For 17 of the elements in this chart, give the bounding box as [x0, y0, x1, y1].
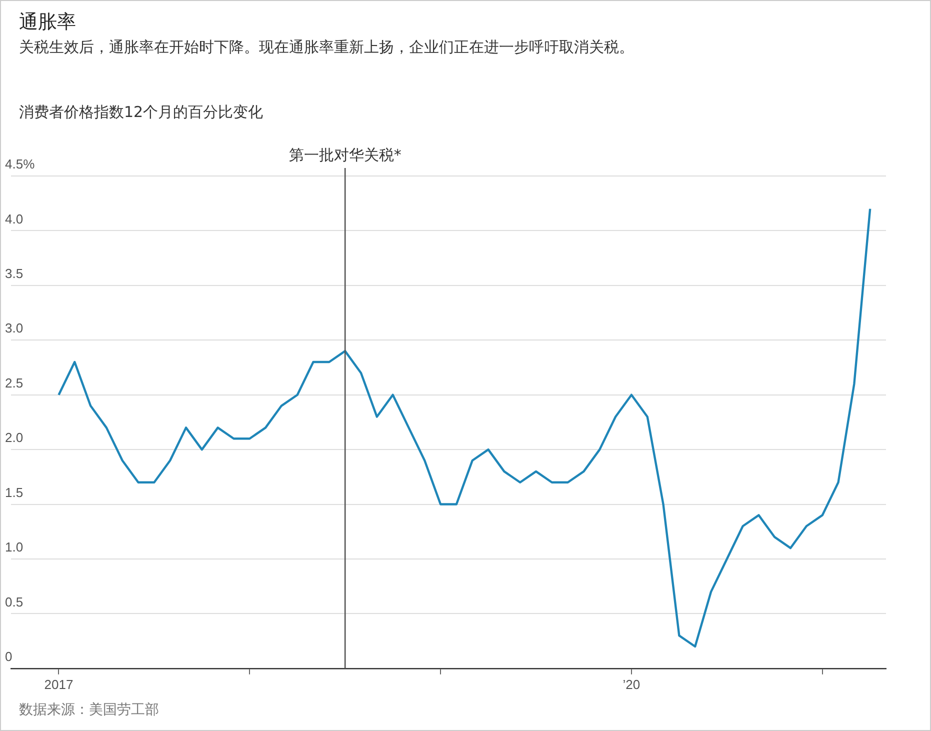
y-tick-label: 2.0: [5, 430, 24, 446]
y-tick-label: 1.5: [5, 484, 24, 500]
y-tick-label: 0.5: [5, 594, 24, 610]
y-tick-label: 2.5: [5, 375, 24, 390]
y-tick-label: 4.0: [5, 211, 24, 226]
chart-subtitle: 关税生效后，通胀率在开始时下降。现在通胀率重新上扬，企业们正在进一步呼吁取消关税。: [19, 38, 634, 57]
ref-line-label: 第一批对华关税*: [288, 146, 402, 164]
y-tick-label: 3.0: [5, 320, 24, 336]
source-note: 数据来源：美国劳工部: [19, 701, 159, 719]
y-tick-label: 4.5%: [5, 156, 36, 172]
y-axis-title: 消费者价格指数12个月的百分比变化: [19, 103, 264, 122]
y-tick-label: 3.5: [5, 266, 24, 281]
y-tick-label: 1.0: [5, 540, 24, 555]
y-tick-label: 0: [5, 648, 12, 664]
chart-title: 通胀率: [19, 10, 76, 35]
x-tick-label: ’20: [622, 676, 640, 692]
x-tick-label: 2017: [44, 676, 74, 692]
